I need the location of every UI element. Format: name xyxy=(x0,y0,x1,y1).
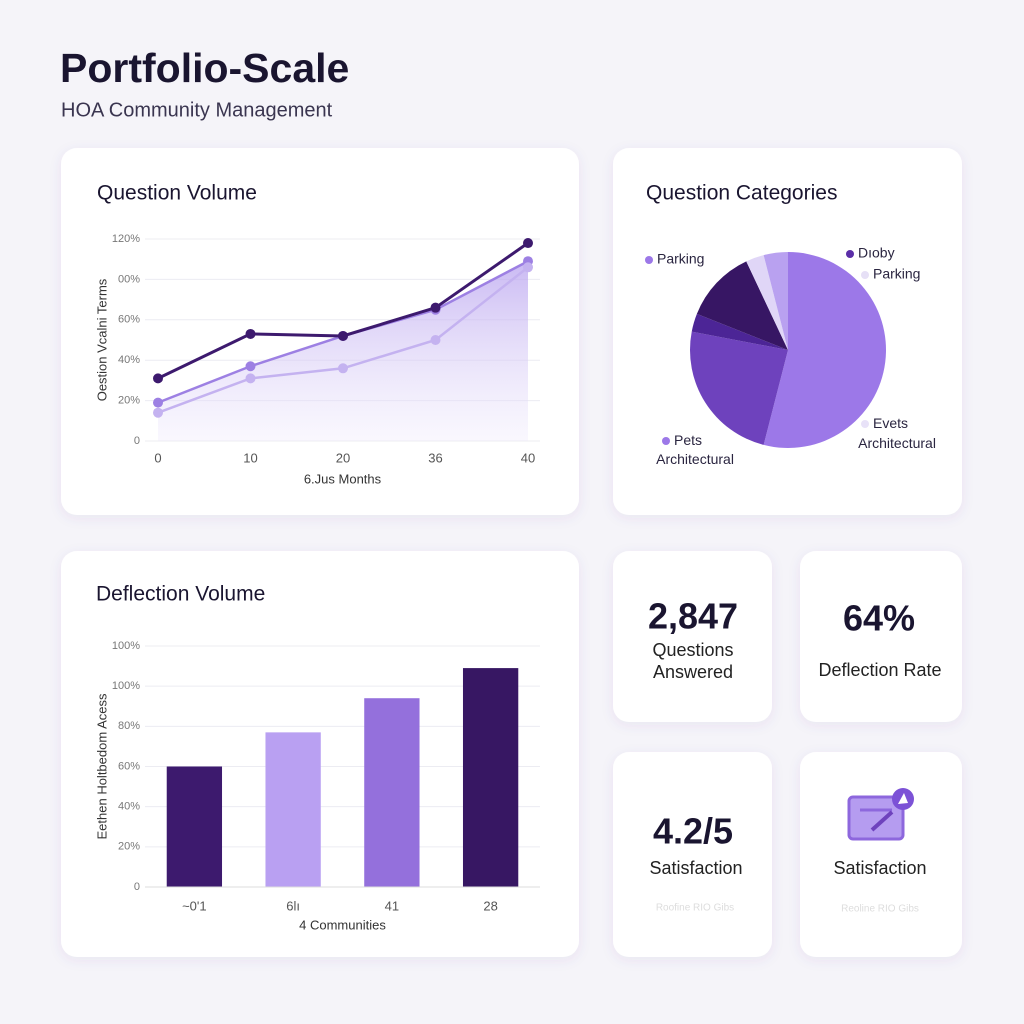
card xyxy=(613,551,772,722)
legend-dot xyxy=(861,271,869,279)
stat-note: Roofine RIO Gibs xyxy=(656,903,734,914)
chart-title: Deflection Volume xyxy=(96,583,265,606)
slice-label: Parking xyxy=(657,251,704,267)
stat-value: 4.2/5 xyxy=(653,811,733,852)
stat-value: 64% xyxy=(843,598,915,639)
chart-title: Question Volume xyxy=(97,182,257,205)
slice-label: Dıoby xyxy=(858,245,895,261)
point xyxy=(338,330,348,341)
stat-value: 2,847 xyxy=(648,596,738,637)
stat-label: Questions xyxy=(652,640,733,660)
stat-label: Deflection Rate xyxy=(818,660,941,680)
legend-dot xyxy=(645,256,653,264)
slice-label: Parking xyxy=(873,266,920,282)
point xyxy=(430,335,441,345)
card xyxy=(800,551,962,722)
y-tick-label: 60% xyxy=(118,760,140,772)
y-tick-label: 20% xyxy=(118,841,140,853)
x-tick-label: 6lı xyxy=(286,898,300,913)
area xyxy=(158,261,528,441)
x-tick-label: ~0'1 xyxy=(182,898,207,913)
pie-slice xyxy=(763,252,788,350)
legend-dot xyxy=(846,250,854,258)
bar xyxy=(462,668,519,887)
point xyxy=(153,397,163,408)
x-axis-label: 6.Jus Months xyxy=(304,471,382,486)
point xyxy=(523,238,533,249)
y-tick-label: 120% xyxy=(112,233,140,245)
y-axis-label: Oestion Vcalni Terms xyxy=(94,278,109,401)
slice-label: Pets Architectural xyxy=(653,432,734,467)
point xyxy=(153,373,163,384)
y-tick-label: 0 xyxy=(134,435,140,447)
point xyxy=(430,302,441,313)
point xyxy=(523,262,533,273)
pie-slice xyxy=(763,252,887,448)
pie-slice xyxy=(746,255,788,350)
legend-dot xyxy=(861,420,869,428)
y-tick-label: 0 xyxy=(134,881,140,893)
point xyxy=(153,407,163,418)
bar xyxy=(265,732,321,887)
point xyxy=(245,328,256,339)
y-tick-label: 60% xyxy=(118,314,140,326)
point xyxy=(338,363,348,374)
y-tick-label: 80% xyxy=(118,720,140,732)
stat-label: Answered xyxy=(653,662,733,682)
y-tick-label: 00% xyxy=(118,273,140,285)
pie-slice xyxy=(696,261,788,350)
y-tick-label: 20% xyxy=(118,395,140,407)
pie-slice xyxy=(690,331,788,445)
x-tick-label: 10 xyxy=(243,450,257,465)
legend-dot xyxy=(662,437,670,445)
page-subtitle: HOA Community Management xyxy=(61,99,333,121)
pie-slice xyxy=(691,313,788,350)
point xyxy=(245,373,256,384)
card xyxy=(800,752,962,957)
x-tick-label: 28 xyxy=(483,898,497,913)
x-tick-label: 41 xyxy=(385,898,399,913)
x-axis-label: 4 Communities xyxy=(299,917,386,932)
y-axis-label: Eethen Holtbedom Acess xyxy=(94,693,109,839)
chart-title: Question Categories xyxy=(646,182,837,205)
y-tick-label: 40% xyxy=(118,801,140,813)
bar xyxy=(364,698,420,887)
icon xyxy=(847,788,914,841)
stat-label: Satisfaction xyxy=(649,858,742,878)
card xyxy=(613,752,772,957)
x-tick-label: 36 xyxy=(428,450,442,465)
stat-note: Reoline RIO Gibs xyxy=(841,904,919,915)
y-tick-label: 100% xyxy=(112,680,140,692)
x-tick-label: 0 xyxy=(154,450,161,465)
bar xyxy=(166,766,223,887)
x-tick-label: 40 xyxy=(521,450,535,465)
y-tick-label: 100% xyxy=(112,640,140,652)
y-tick-label: 40% xyxy=(118,354,140,366)
point xyxy=(245,361,256,372)
slice-label: Evets Architectural xyxy=(855,415,936,451)
page-title: Portfolio-Scale xyxy=(60,45,349,91)
x-tick-label: 20 xyxy=(336,450,350,465)
stat-label: Satisfaction xyxy=(833,858,926,878)
